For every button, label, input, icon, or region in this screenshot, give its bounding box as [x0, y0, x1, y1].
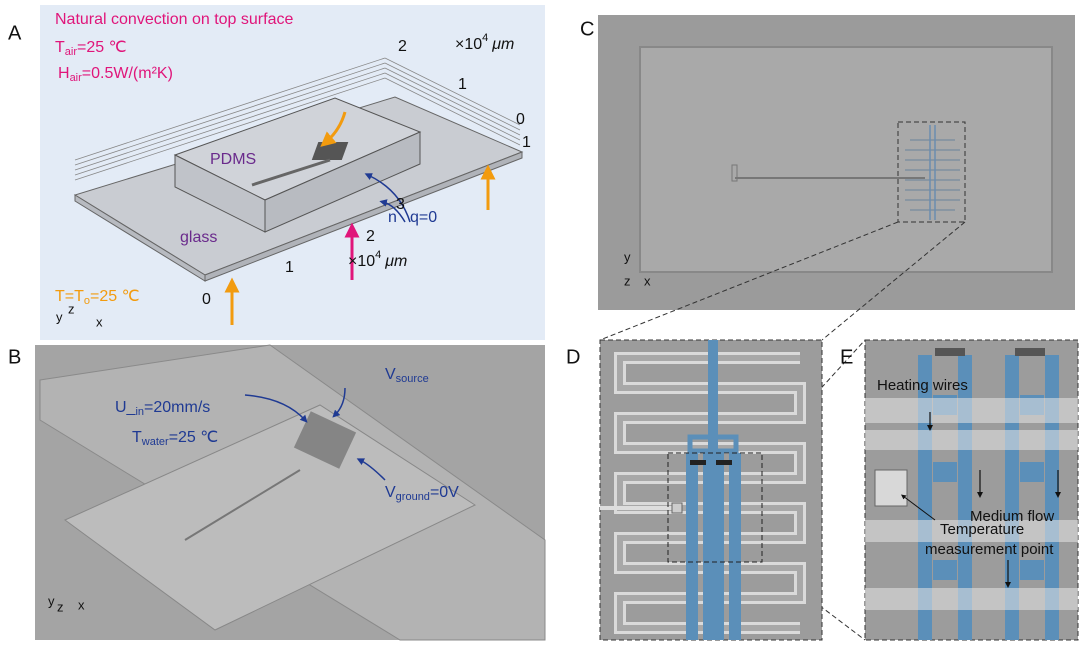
channel-part: [933, 462, 957, 482]
u-in: U_in=20mm/s: [115, 399, 210, 418]
panel-label: B: [8, 346, 21, 368]
tick-label: 1: [458, 76, 467, 93]
tick-label: 0: [516, 111, 525, 128]
electrode: [935, 348, 965, 356]
tick-label: 2: [398, 38, 407, 55]
tick-label: 1: [285, 259, 294, 276]
heating-wire-part: [865, 430, 1078, 450]
panel-c: C y z x: [580, 15, 1075, 310]
panel-label: E: [840, 346, 853, 368]
electrode: [1015, 348, 1045, 356]
sensor: [672, 503, 682, 513]
panel-label: A: [8, 22, 22, 44]
channel: [686, 453, 741, 640]
axis-triad: x: [96, 314, 103, 329]
temp-label: Temperature: [940, 521, 1024, 538]
axis-triad: z: [624, 273, 631, 288]
tick-label: 3: [396, 196, 405, 213]
tick-label: 1: [522, 134, 531, 151]
glass-label: glass: [180, 229, 217, 246]
channel: [708, 340, 718, 450]
heating-wire-part: [865, 588, 1078, 610]
glass: [640, 47, 1052, 272]
figure: A Natural convection on top surface Tair…: [0, 0, 1079, 643]
panel-d: D: [566, 340, 822, 640]
tick-label: 2: [366, 228, 375, 245]
axis-triad: y: [624, 249, 631, 264]
channel-part: [1020, 560, 1044, 580]
channel-part: [686, 453, 698, 640]
axis-triad: z: [68, 301, 75, 316]
electrode-part: [716, 460, 732, 465]
axis-triad: y: [56, 309, 63, 324]
title: Natural convection on top surface: [55, 11, 293, 28]
electrode-part: [690, 460, 706, 465]
flux-label: q=0: [410, 209, 437, 226]
panel-e: E Heating wires Medium flow Temperature …: [840, 340, 1078, 640]
panel-a: A Natural convection on top surface Tair…: [8, 5, 545, 340]
axis-triad: x: [78, 597, 85, 612]
heating-label: Heating wires: [877, 377, 968, 394]
axis-triad: z: [57, 599, 64, 614]
channel-part: [1020, 462, 1044, 482]
sensor: [875, 470, 907, 506]
pdms-label: PDMS: [210, 151, 256, 168]
temp-label: measurement point: [925, 541, 1054, 558]
channel-part: [729, 453, 741, 640]
channel-part: [712, 453, 724, 640]
channel-part: [933, 560, 957, 580]
panel-b: B U_in=20mm/s Twater=25 ℃ Vsource Vgroun…: [8, 345, 545, 640]
axis-triad: x: [644, 273, 651, 288]
panel-label: C: [580, 18, 594, 40]
axis-triad: y: [48, 593, 55, 608]
heating-wire-part: [865, 398, 1078, 423]
panel-label: D: [566, 346, 580, 368]
tick-label: 0: [202, 291, 211, 308]
